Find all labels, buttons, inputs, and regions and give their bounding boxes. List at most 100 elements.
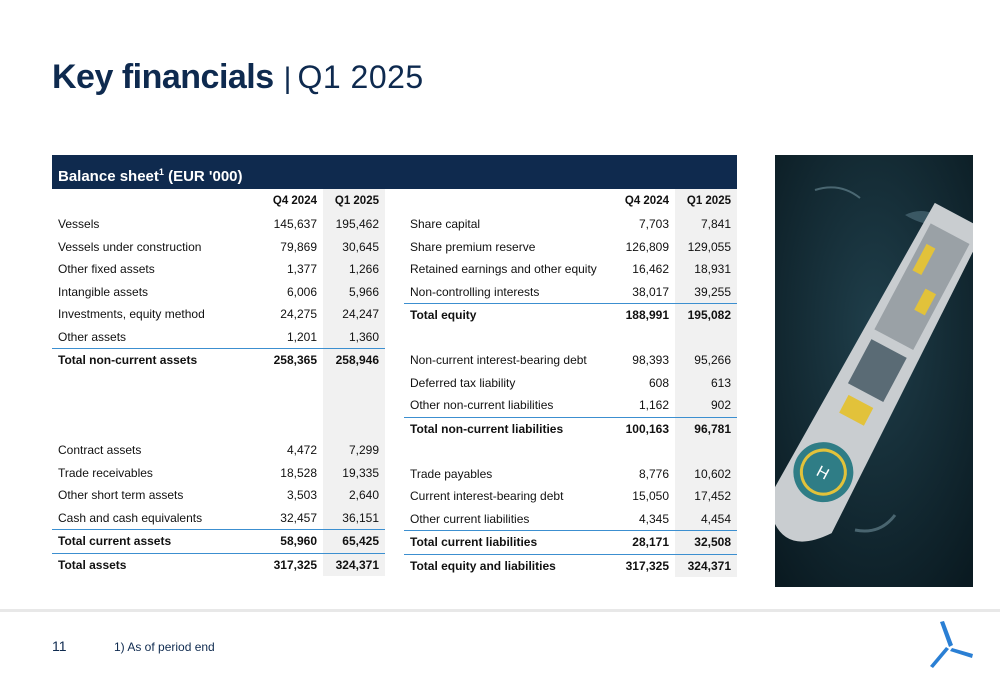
table-row: Share premium reserve 126,809 129,055 — [404, 235, 737, 258]
table-row: Investments, equity method 24,275 24,247 — [52, 303, 385, 326]
row-value: 96,781 — [675, 416, 737, 440]
section-label: Balance sheet — [58, 168, 159, 185]
row-value: 3,503 — [286, 488, 317, 503]
row-value: 145,637 — [273, 217, 317, 232]
balance-sheet-header: Balance sheet1 (EUR '000) — [52, 155, 737, 189]
table-row: Non-controlling interests 38,017 39,255 — [404, 280, 737, 304]
row-value: 7,841 — [675, 213, 737, 236]
table-row: Total non-current liabilities 100,163 96,7… — [404, 416, 737, 440]
row-value: 608 — [648, 375, 669, 390]
row-value: 2,640 — [323, 484, 385, 507]
row-value: 1,377 — [286, 262, 317, 277]
table-row: Intangible assets 6,006 5,966 — [52, 280, 385, 303]
row-value: 1,266 — [323, 258, 385, 281]
table-row — [404, 440, 737, 463]
table-row: Trade payables 8,776 10,602 — [404, 462, 737, 485]
section-unit: (EUR '000) — [168, 168, 243, 185]
footnote: 1) As of period end — [114, 640, 215, 654]
row-value: 613 — [675, 371, 737, 394]
row-value — [261, 394, 323, 417]
row-value: 8,776 — [638, 466, 669, 481]
row-label: Total non-current liabilities — [404, 416, 613, 440]
row-value: 195,462 — [323, 213, 385, 236]
table-header-row: Q4 2024 Q1 2025 — [52, 189, 385, 213]
row-label: Non-controlling interests — [404, 280, 613, 304]
column-header — [404, 189, 613, 213]
table-row: Other fixed assets 1,377 1,266 — [52, 258, 385, 281]
row-label: Total equity and liabilities — [404, 553, 613, 577]
row-value: 30,645 — [323, 235, 385, 258]
row-value: 10,602 — [675, 462, 737, 485]
row-value: 15,050 — [632, 489, 669, 504]
title-period: Q1 2025 — [297, 59, 424, 95]
row-value: 39,255 — [675, 280, 737, 304]
row-value: 317,325 — [261, 552, 323, 576]
row-value — [261, 372, 323, 395]
table-row: Trade receivables 18,528 19,335 — [52, 461, 385, 484]
table-row: Vessels 145,637 195,462 — [52, 213, 385, 236]
row-value: 317,325 — [613, 553, 675, 577]
row-value: 4,454 — [675, 507, 737, 531]
row-label: Other short term assets — [58, 488, 184, 503]
row-value: 79,869 — [280, 239, 317, 254]
row-label: Non-current interest-bearing debt — [410, 353, 587, 368]
row-value: 1,360 — [323, 325, 385, 349]
row-value: 65,425 — [323, 529, 385, 553]
row-label: Cash and cash equivalents — [58, 510, 203, 525]
row-value: 902 — [675, 394, 737, 417]
row-value: 195,082 — [675, 303, 737, 327]
row-value: 18,931 — [675, 258, 737, 281]
table-row: Total equity and liabilities 317,325 324,3… — [404, 553, 737, 577]
row-value: 4,472 — [286, 443, 317, 458]
row-label: Total non-current assets — [52, 348, 261, 372]
row-value: 24,247 — [323, 303, 385, 326]
table-row: Total assets 317,325 324,371 — [52, 552, 385, 576]
row-label: Contract assets — [58, 443, 142, 458]
row-value: 16,462 — [632, 262, 669, 277]
row-value — [261, 417, 323, 440]
table-row: Total current assets 58,960 65,425 — [52, 529, 385, 553]
row-value: 98,393 — [632, 353, 669, 368]
row-label: Vessels under construction — [58, 239, 202, 254]
assets-table: Q4 2024 Q1 2025 Vessels 145,637 195,462 Vesse… — [52, 189, 385, 576]
row-label — [52, 394, 261, 417]
row-label: Vessels — [58, 217, 100, 232]
footnote-mark: 1 — [158, 167, 164, 177]
footer-divider — [0, 609, 1000, 612]
row-label: Other non-current liabilities — [410, 398, 554, 413]
table-row: Current interest-bearing debt 15,050 17,45… — [404, 485, 737, 508]
column-header: Q4 2024 — [272, 195, 317, 207]
table-row: Cash and cash equivalents 32,457 36,151 — [52, 506, 385, 530]
row-label: Trade payables — [410, 466, 493, 481]
page-title: Key financials | Q1 2025 — [52, 58, 424, 102]
wind-turbine-logo-icon — [930, 621, 973, 668]
row-label: Other assets — [58, 329, 127, 344]
row-value: 17,452 — [675, 485, 737, 508]
row-label: Share premium reserve — [410, 239, 536, 254]
row-value — [323, 416, 385, 439]
row-value — [613, 440, 675, 463]
row-value: 324,371 — [675, 553, 737, 577]
row-label: Total assets — [52, 552, 261, 576]
table-row: Total non-current assets 258,365 258,946 — [52, 348, 385, 372]
equity-liabilities-table: Q4 2024 Q1 2025 Share capital 7,703 7,841 Sha… — [404, 189, 737, 577]
row-value: 24,275 — [280, 307, 317, 322]
table-row: Retained earnings and other equity 16,462… — [404, 258, 737, 281]
row-label: Deferred tax liability — [410, 375, 516, 390]
row-value: 100,163 — [613, 416, 675, 440]
table-row — [404, 326, 737, 349]
vessel-aerial-photo: H — [775, 155, 973, 587]
table-row: Deferred tax liability 608 613 — [404, 371, 737, 394]
row-label: Total current liabilities — [404, 530, 613, 554]
row-value: 1,201 — [286, 329, 317, 344]
row-label: Other fixed assets — [58, 262, 155, 277]
table-row: Total current liabilities 28,171 32,508 — [404, 530, 737, 554]
table-row: Contract assets 4,472 7,299 — [52, 439, 385, 462]
row-value: 7,299 — [323, 439, 385, 462]
row-value: 7,703 — [638, 217, 669, 232]
column-header: Q1 2025 — [675, 189, 737, 213]
title-main: Key financials — [52, 58, 274, 96]
table-row: Vessels under construction 79,869 30,645 — [52, 235, 385, 258]
row-value: 6,006 — [286, 284, 317, 299]
row-value: 324,371 — [323, 552, 385, 576]
